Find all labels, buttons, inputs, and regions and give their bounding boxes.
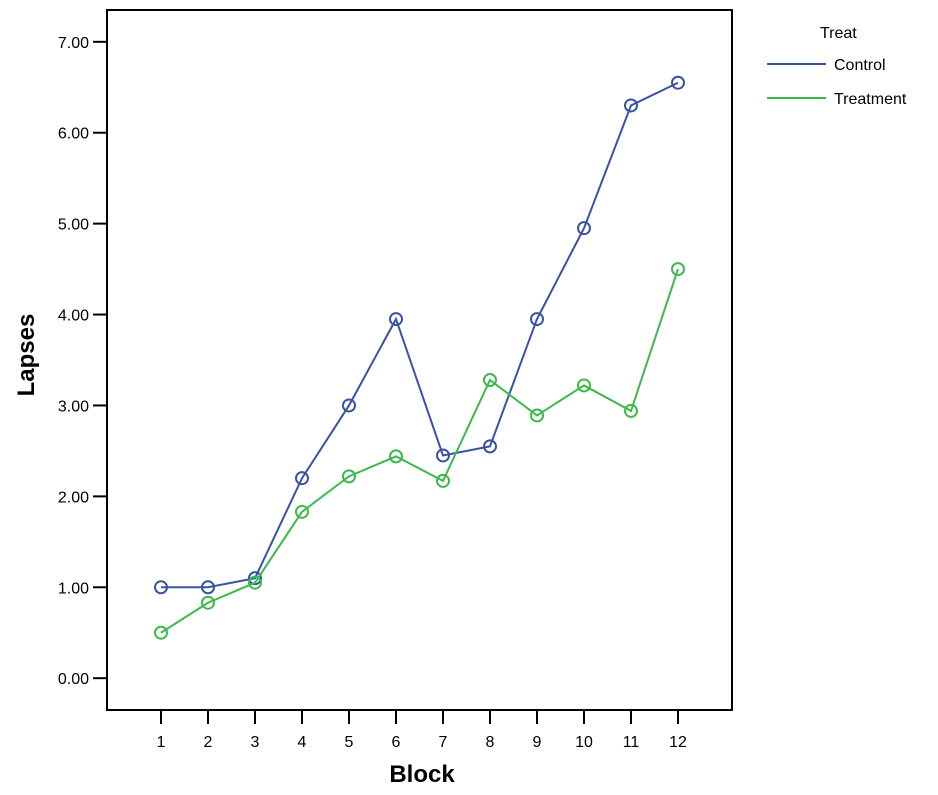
- y-tick-label: 0.00: [58, 671, 89, 688]
- y-tick-label: 5.00: [58, 217, 89, 234]
- y-tick-label: 6.00: [58, 126, 89, 143]
- x-tick-label: 12: [669, 734, 687, 751]
- data-point-control: [389, 312, 403, 327]
- legend-label-treatment: Treatment: [834, 91, 907, 108]
- series-line-control: [161, 81, 679, 589]
- data-point-treatment: [436, 473, 450, 488]
- y-tick-label: 3.00: [58, 398, 89, 415]
- x-tick-label: 10: [575, 734, 593, 751]
- series-line-treatment: [160, 268, 679, 634]
- x-tick-label: 11: [623, 734, 640, 751]
- y-axis: 0.00 1.00 2.00 3.00 4.00 5.00 6.00 7.00: [58, 35, 107, 688]
- x-tick-label: 4: [298, 734, 307, 751]
- data-point-control: [295, 471, 309, 486]
- x-tick-label: 3: [251, 734, 260, 751]
- data-point-treatment: [201, 595, 215, 610]
- data-point-control: [342, 398, 356, 413]
- plot-frame: [106, 9, 733, 711]
- series-layer: [154, 75, 685, 640]
- data-point-treatment: [295, 504, 309, 519]
- data-point-treatment: [530, 408, 544, 423]
- x-tick-label: 7: [439, 734, 448, 751]
- data-point-control: [530, 312, 544, 327]
- x-tick-label: 9: [533, 734, 542, 751]
- data-point-treatment: [577, 378, 591, 393]
- y-tick-label: 7.00: [58, 35, 89, 52]
- data-point-treatment: [342, 469, 356, 484]
- x-tick-label: 1: [157, 734, 166, 751]
- x-tick-label: 8: [486, 734, 495, 751]
- data-point-treatment: [248, 575, 262, 590]
- x-axis-title: Block: [389, 761, 455, 788]
- data-point-treatment: [483, 373, 497, 387]
- data-point-control: [624, 98, 638, 113]
- data-point-treatment: [671, 262, 685, 277]
- data-point-control: [248, 571, 262, 586]
- x-axis: 1 2 3 4 5 6 7 8 9 10 11 12: [157, 710, 687, 751]
- data-point-treatment: [624, 403, 638, 418]
- data-point-control: [436, 448, 450, 463]
- data-point-control: [483, 439, 497, 454]
- y-tick-label: 2.00: [58, 489, 89, 506]
- data-point-treatment: [389, 449, 403, 464]
- series-control: [154, 75, 685, 595]
- data-point-control: [201, 580, 215, 595]
- data-point-control: [671, 75, 685, 90]
- series-treatment: [154, 262, 685, 640]
- legend-title: Treat: [820, 25, 857, 42]
- x-tick-label: 5: [345, 734, 354, 751]
- y-tick-label: 1.00: [58, 580, 89, 597]
- x-tick-label: 6: [392, 734, 401, 751]
- x-tick-label: 2: [204, 734, 213, 751]
- data-point-control: [154, 580, 168, 595]
- legend: Treat Control Treatment: [767, 25, 907, 108]
- data-point-treatment: [154, 625, 168, 640]
- y-tick-label: 4.00: [58, 308, 89, 325]
- legend-label-control: Control: [834, 57, 886, 74]
- data-point-control: [577, 221, 591, 236]
- y-axis-title: Lapses: [13, 314, 40, 397]
